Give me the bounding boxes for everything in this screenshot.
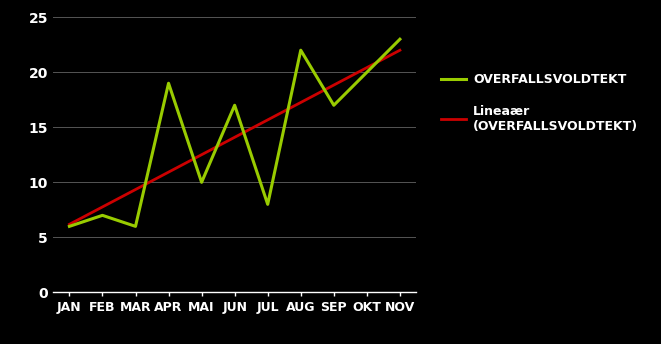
Legend: OVERFALLSVOLDTEKT, Lineaær
(OVERFALLSVOLDTEKT): OVERFALLSVOLDTEKT, Lineaær (OVERFALLSVOL… (441, 73, 639, 133)
